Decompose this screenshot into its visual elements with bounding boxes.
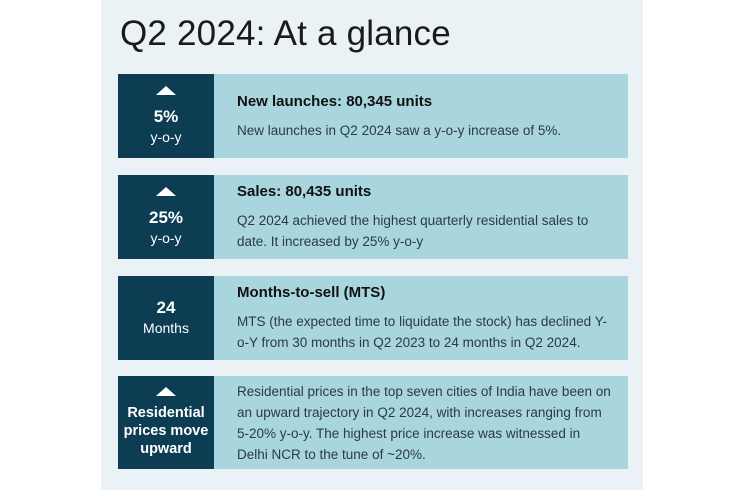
card-new-launches: 5% y-o-y New launches: 80,345 units New … (118, 74, 628, 158)
metric-box: 24 Months (118, 276, 214, 360)
metric-text: Residential prices move upward (123, 405, 209, 457)
card-body: Residential prices in the top seven citi… (237, 383, 611, 462)
card-content: New launches: 80,345 units New launches … (214, 74, 628, 158)
metric-box: Residential prices move upward (118, 376, 214, 469)
card-residential-prices: Residential prices move upward Residenti… (118, 376, 628, 469)
card-body: New launches in Q2 2024 saw a y-o-y incr… (237, 122, 562, 138)
metric-unit: Months (143, 320, 189, 336)
metric-value: 25% (148, 207, 184, 227)
metric-unit: y-o-y (150, 229, 182, 246)
card-heading: New launches: 80,345 units (237, 92, 433, 110)
metric-unit: y-o-y (150, 128, 182, 145)
metric-value: 24 (156, 298, 176, 317)
triangle-up-icon (156, 387, 176, 396)
triangle-up-icon (156, 85, 176, 95)
triangle-up-icon (156, 186, 176, 196)
card-body: MTS (the expected time to liquidate the … (237, 314, 607, 350)
card-heading: Sales: 80,435 units (237, 183, 372, 200)
card-body: Q2 2024 achieved the highest quarterly r… (237, 213, 589, 249)
card-months-to-sell: 24 Months Months-to-sell (MTS) MTS (the … (118, 276, 628, 360)
metric-box: 25% y-o-y (118, 175, 214, 259)
metric-value: 5% (153, 106, 179, 126)
card-content: Sales: 80,435 units Q2 2024 achieved the… (214, 175, 628, 259)
card-sales: 25% y-o-y Sales: 80,435 units Q2 2024 ac… (118, 175, 628, 259)
page-title: Q2 2024: At a glance (120, 14, 451, 53)
card-content: Residential prices in the top seven citi… (214, 376, 628, 469)
metric-box: 5% y-o-y (118, 74, 214, 158)
card-heading: Months-to-sell (MTS) (237, 284, 386, 301)
card-content: Months-to-sell (MTS) MTS (the expected t… (214, 276, 628, 360)
